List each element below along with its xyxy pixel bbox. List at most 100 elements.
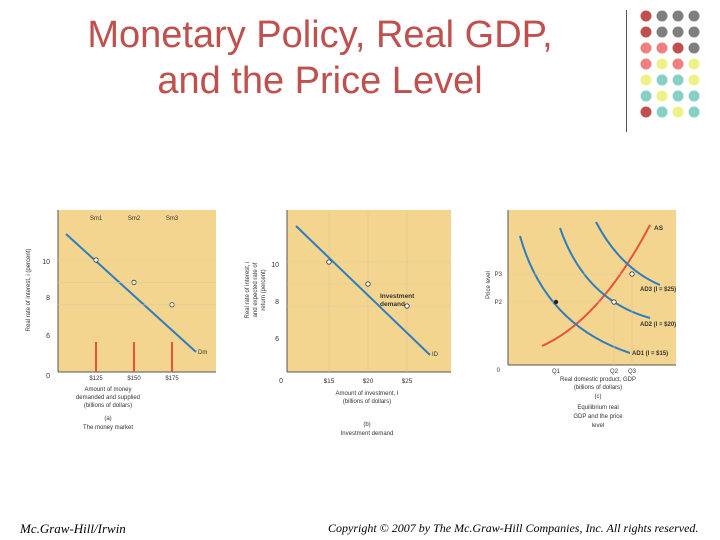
panel-a-xtick-150: $150	[127, 376, 141, 382]
panel-b-caption-1: Amount of investment, I	[335, 391, 398, 397]
decorative-dot	[640, 42, 652, 54]
title-divider	[626, 10, 627, 132]
panel-a-caption-4: (a)	[104, 416, 111, 422]
panel-b-xtick-15: $15	[324, 378, 335, 385]
panel-c-background	[508, 210, 676, 365]
panel-a-supply-label-1: Sm1	[90, 216, 103, 222]
panel-b-ytick-10: 10	[271, 262, 279, 269]
panel-a-supply-label-2: Sm2	[128, 216, 141, 222]
panel-b-investment-demand-line	[295, 225, 431, 356]
decorative-dot	[688, 58, 700, 70]
panel-b-ytick-0: 0	[279, 378, 283, 385]
panel-c-ad3-label: AD3 (I = $25)	[640, 287, 676, 293]
panel-c-ad1-curve	[519, 235, 631, 354]
decorative-dot-grid	[640, 10, 700, 118]
title-line-1: Monetary Policy, Real GDP,	[87, 14, 553, 56]
panel-c-caption-4: Equilibrium real	[577, 405, 618, 411]
panel-b-curve-label-1: Investment	[380, 293, 415, 300]
decorative-dot	[640, 58, 652, 70]
panel-a-money-demand-line	[65, 233, 197, 353]
panel-c-xtick-q1: Q1	[552, 369, 561, 375]
decorative-dot	[640, 10, 652, 22]
panel-b-caption-3: (b)	[363, 422, 370, 428]
panel-c-equilibrium-point	[629, 271, 635, 277]
panel-a-caption-3: (billions of dollars)	[84, 403, 132, 409]
panel-b-ylabel-3: return (percent)	[261, 269, 267, 310]
decorative-dot	[656, 106, 668, 118]
decorative-dot	[688, 42, 700, 54]
panel-c-ylabel: Price level	[486, 271, 492, 299]
decorative-dot	[640, 74, 652, 86]
decorative-dot	[640, 26, 652, 38]
panel-b-point	[365, 281, 371, 287]
decorative-dot	[656, 90, 668, 102]
panel-b-ylabel-1: Real rate of interest, i	[245, 261, 251, 318]
panel-c-caption-3: (c)	[595, 394, 602, 400]
decorative-dot	[688, 10, 700, 22]
decorative-dot	[672, 58, 684, 70]
panel-c-as-label: AS	[654, 225, 664, 232]
decorative-dot	[656, 26, 668, 38]
panel-b-caption-4: Investment demand	[341, 431, 394, 437]
decorative-dot	[688, 26, 700, 38]
panel-a-caption-5: The money market	[83, 425, 133, 431]
panel-c-xtick-q3: Q3	[628, 369, 637, 375]
decorative-dot	[640, 90, 652, 102]
decorative-dot	[672, 42, 684, 54]
panel-b-id-label: ID	[432, 352, 439, 358]
panel-a-supply-label-3: Sm3	[166, 216, 179, 222]
decorative-dot	[672, 106, 684, 118]
panel-b-ytick-6: 6	[275, 336, 279, 343]
slide-title: Monetary Policy, Real GDP, and the Price…	[40, 12, 600, 104]
panel-a-demand-label: Dm	[198, 350, 207, 356]
panel-a-ytick-10: 10	[42, 259, 50, 266]
panel-a-xtick-125: $125	[89, 376, 103, 382]
panel-a-ytick-0: 0	[46, 373, 50, 380]
panel-c-ad1-label: AD1 (I = $15)	[632, 351, 668, 357]
panel-c-zero: 0	[497, 368, 501, 374]
panel-b-ytick-8: 8	[275, 299, 279, 306]
decorative-dot	[656, 42, 668, 54]
panel-c-caption-2: (billions of dollars)	[574, 385, 622, 391]
panel-c-xtick-q2: Q2	[610, 369, 619, 375]
decorative-dot	[688, 90, 700, 102]
panel-c-equilibrium-point	[553, 299, 559, 305]
decorative-dot	[656, 58, 668, 70]
footer-publisher: Mc.Graw-Hill/Irwin	[20, 521, 126, 536]
panel-a-ylabel: Real rate of interest, i (percent)	[26, 249, 32, 332]
panel-c-equilibrium-point	[611, 299, 617, 305]
panel-b-xtick-25: $25	[402, 378, 413, 385]
decorative-dot	[640, 106, 652, 118]
decorative-dot	[688, 74, 700, 86]
panel-b-background	[287, 210, 451, 372]
panel-a-caption-1: Amount of money	[84, 387, 131, 393]
panel-b-ylabel-2: and expected rate of	[253, 262, 259, 317]
panel-a-ytick-8: 8	[46, 295, 50, 302]
panel-c-caption-6: level	[592, 423, 604, 429]
decorative-dot	[656, 10, 668, 22]
decorative-dot	[672, 74, 684, 86]
panel-c-caption-5: GDP and the price	[573, 414, 623, 420]
decorative-dot	[672, 26, 684, 38]
panel-c-caption-1: Real domestic product, GDP	[560, 377, 636, 383]
footer-copyright: Copyright © 2007 by The Mc.Graw-Hill Com…	[328, 521, 699, 535]
panel-a-caption-2: demanded and supplied	[76, 395, 140, 401]
panel-b-point	[326, 259, 332, 265]
decorative-dot	[656, 74, 668, 86]
decorative-dot	[688, 106, 700, 118]
panel-b-point	[404, 303, 410, 309]
panel-c-ad2-label: AD2 (I = $20)	[640, 322, 676, 328]
panel-b-curve-label-2: demand	[380, 301, 405, 308]
decorative-dot	[672, 10, 684, 22]
panel-c-ytick-p3: P3	[495, 272, 503, 278]
panel-a-ytick-6: 6	[46, 333, 50, 340]
decorative-dot	[672, 90, 684, 102]
panel-b-xtick-20: $20	[363, 378, 374, 385]
panel-a-xtick-175: $175	[165, 376, 179, 382]
panel-c-ad2-curve	[559, 227, 651, 319]
panel-b-caption-2: (billions of dollars)	[343, 399, 391, 405]
panel-c-ytick-p2: P2	[495, 300, 503, 306]
panel-c-ad3-curve	[595, 221, 661, 286]
title-line-2: and the Price Level	[157, 60, 483, 102]
